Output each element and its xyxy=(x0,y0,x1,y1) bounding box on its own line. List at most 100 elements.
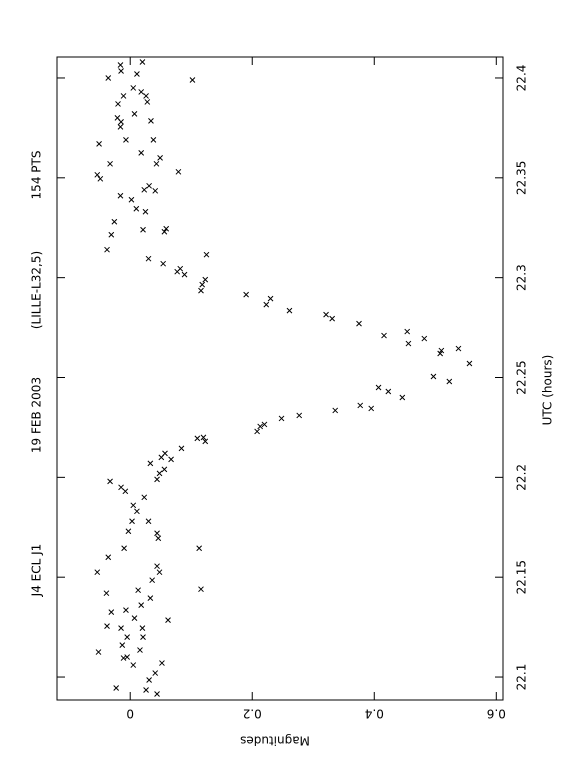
data-point xyxy=(142,208,149,215)
data-point xyxy=(124,654,131,660)
x-tick-label: 22.35 xyxy=(515,161,529,195)
data-point xyxy=(154,563,160,570)
data-point xyxy=(146,182,152,189)
data-point xyxy=(135,587,141,594)
data-point xyxy=(115,101,121,107)
data-point xyxy=(278,415,285,422)
data-point xyxy=(95,649,102,655)
data-point xyxy=(113,685,120,691)
data-point xyxy=(202,276,209,283)
data-point xyxy=(254,428,260,435)
data-point xyxy=(156,569,163,576)
data-point xyxy=(111,218,118,225)
data-point xyxy=(261,421,268,428)
data-point xyxy=(117,62,124,68)
data-point xyxy=(133,205,140,212)
data-point xyxy=(196,545,203,552)
data-point xyxy=(200,434,207,441)
data-point xyxy=(198,287,204,294)
annotation: 19 FEB 2003 xyxy=(30,377,44,453)
data-point xyxy=(178,445,185,452)
data-point xyxy=(154,476,160,483)
data-point xyxy=(123,137,129,143)
x-tick-label: 22.3 xyxy=(515,264,529,291)
annotation: 154 PTS xyxy=(30,151,44,200)
data-point xyxy=(94,569,101,576)
data-point xyxy=(296,412,303,419)
data-point xyxy=(124,634,131,640)
x-tick-label: 22.1 xyxy=(515,664,529,691)
data-point xyxy=(121,545,127,552)
data-point xyxy=(118,625,124,631)
data-point xyxy=(329,315,336,322)
data-point xyxy=(243,291,249,298)
data-point xyxy=(286,307,293,314)
data-point xyxy=(430,373,437,380)
data-point xyxy=(152,187,159,194)
data-point xyxy=(257,423,264,430)
data-point xyxy=(103,590,110,597)
y-tick-label: 0 xyxy=(126,707,134,721)
data-point xyxy=(119,642,126,648)
data-point xyxy=(375,384,382,391)
x-tick-label: 22.4 xyxy=(515,65,529,92)
data-point xyxy=(404,328,411,335)
data-point xyxy=(168,456,174,463)
data-point xyxy=(455,345,462,352)
data-point xyxy=(154,691,160,697)
data-point xyxy=(108,231,115,238)
data-point xyxy=(149,577,156,584)
data-point xyxy=(120,93,127,99)
data-point xyxy=(160,260,167,267)
data-point xyxy=(368,405,375,412)
data-point xyxy=(118,484,124,491)
data-point xyxy=(145,518,152,525)
data-point xyxy=(152,670,159,676)
data-point xyxy=(161,228,168,235)
data-point xyxy=(163,225,170,232)
data-point xyxy=(125,528,132,535)
data-point xyxy=(162,450,168,457)
data-point xyxy=(130,662,137,668)
data-point xyxy=(153,160,160,167)
x-axis-label: UTC (hours) xyxy=(541,355,555,426)
data-point xyxy=(107,478,113,485)
x-tick-label: 22.15 xyxy=(515,560,529,594)
chart-title: J4 ECL J1 xyxy=(30,544,44,598)
data-point xyxy=(147,460,154,467)
data-point xyxy=(156,470,163,477)
data-point xyxy=(189,77,196,83)
data-point xyxy=(438,347,445,354)
data-point xyxy=(129,518,135,525)
data-point xyxy=(131,615,138,621)
y-tick-label: 0.6 xyxy=(487,707,506,721)
data-point xyxy=(96,141,102,147)
data-point xyxy=(202,438,209,445)
data-point xyxy=(405,340,412,347)
data-point xyxy=(131,111,138,117)
data-point xyxy=(332,407,339,414)
data-point xyxy=(144,99,151,105)
data-point xyxy=(357,402,364,409)
data-point xyxy=(117,192,124,199)
data-point xyxy=(97,175,104,182)
data-point xyxy=(155,535,162,542)
data-point xyxy=(104,623,110,629)
data-point xyxy=(263,301,270,308)
data-point xyxy=(114,115,121,121)
data-point xyxy=(137,647,143,653)
y-tick-label: 0.4 xyxy=(365,707,384,721)
data-point xyxy=(165,617,171,623)
data-point xyxy=(94,171,101,178)
data-point xyxy=(148,118,154,124)
y-tick-label: 0.2 xyxy=(243,707,262,721)
data-point xyxy=(267,295,274,302)
x-tick-label: 22.25 xyxy=(515,360,529,394)
data-point xyxy=(181,271,188,278)
data-point xyxy=(138,149,145,156)
data-point xyxy=(385,388,392,395)
data-point xyxy=(143,93,149,99)
data-point xyxy=(141,186,148,193)
